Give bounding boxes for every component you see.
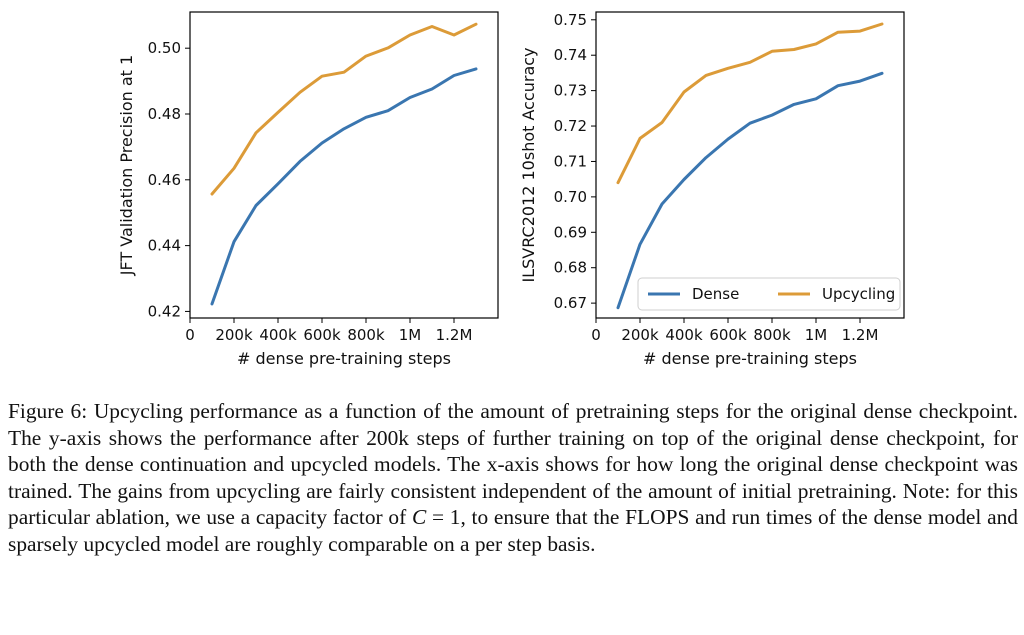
- chart-canvas: 0 200k 400k 600k 800k 1M 1.2M 0.42 0.44 0.46 0.48 0…: [117, 11, 905, 368]
- y-tick-label: 0.70: [554, 188, 587, 206]
- legend-box: [637, 277, 901, 311]
- series-line-upcycling: [210, 22, 478, 196]
- legend: Dense Upcycling: [637, 277, 901, 311]
- y-tick-label: 0.44: [148, 237, 181, 255]
- y-tick-label: 0.72: [554, 117, 587, 135]
- caption-text-1: Figure 6: Upcycling performance as a fun…: [8, 399, 1018, 529]
- y-tick-label: 0.69: [554, 223, 587, 241]
- caption-text-2: = 1, to ensure that the FLOPS and run ti…: [8, 505, 1018, 556]
- y-axis-label: ILSVRC2012 10shot Accuracy: [519, 47, 538, 282]
- plot-frame: [595, 11, 905, 319]
- x-tick-label: 200k: [215, 326, 253, 344]
- y-axis-label: JFT Validation Precision at 1: [117, 55, 136, 276]
- y-tick-label: 0.74: [554, 46, 587, 64]
- figure-caption: Figure 6: Upcycling performance as a fun…: [8, 398, 1018, 557]
- series-line-dense: [616, 71, 884, 310]
- x-tick-label: 0: [185, 326, 195, 344]
- x-tick-label: 800k: [753, 326, 791, 344]
- y-tick-label: 0.73: [554, 82, 587, 100]
- x-tick-label: 600k: [709, 326, 747, 344]
- plot-frame: [189, 11, 499, 319]
- x-tick-label: 200k: [621, 326, 659, 344]
- x-tick-label: 1.2M: [842, 326, 879, 344]
- legend-label-upcycling: Upcycling: [822, 285, 895, 303]
- x-tick-label: 800k: [347, 326, 385, 344]
- chart-panel-2: 0 200k 400k 600k 800k 1M 1.2M 0.67 0.68 0.69 0.70 0…: [519, 11, 905, 368]
- x-tick-label: 400k: [259, 326, 297, 344]
- y-tick-label: 0.67: [554, 294, 587, 312]
- x-axis-label: # dense pre-training steps: [643, 349, 857, 368]
- x-tick-label: 1.2M: [436, 326, 473, 344]
- series-line-upcycling: [616, 22, 884, 185]
- y-tick-label: 0.68: [554, 259, 587, 277]
- figure-charts: 0 200k 400k 600k 800k 1M 1.2M 0.42 0.44 0.46 0.48 0…: [117, 11, 905, 368]
- y-tick-label: 0.71: [554, 152, 587, 170]
- x-tick-label: 1M: [805, 326, 828, 344]
- y-tick-label: 0.50: [148, 39, 181, 57]
- series-line-dense: [210, 67, 478, 306]
- x-axis-label: # dense pre-training steps: [237, 349, 451, 368]
- x-tick-label: 0: [591, 326, 601, 344]
- caption-variable: C: [411, 505, 427, 529]
- y-tick-label: 0.46: [148, 171, 181, 189]
- chart-panel-1: 0 200k 400k 600k 800k 1M 1.2M 0.42 0.44 0.46 0.48 0…: [117, 11, 499, 368]
- y-tick-label: 0.42: [148, 302, 181, 320]
- x-tick-label: 400k: [665, 326, 703, 344]
- x-tick-label: 600k: [303, 326, 341, 344]
- x-tick-label: 1M: [399, 326, 422, 344]
- y-tick-label: 0.75: [554, 11, 587, 29]
- y-tick-label: 0.48: [148, 105, 181, 123]
- legend-label-dense: Dense: [692, 285, 739, 303]
